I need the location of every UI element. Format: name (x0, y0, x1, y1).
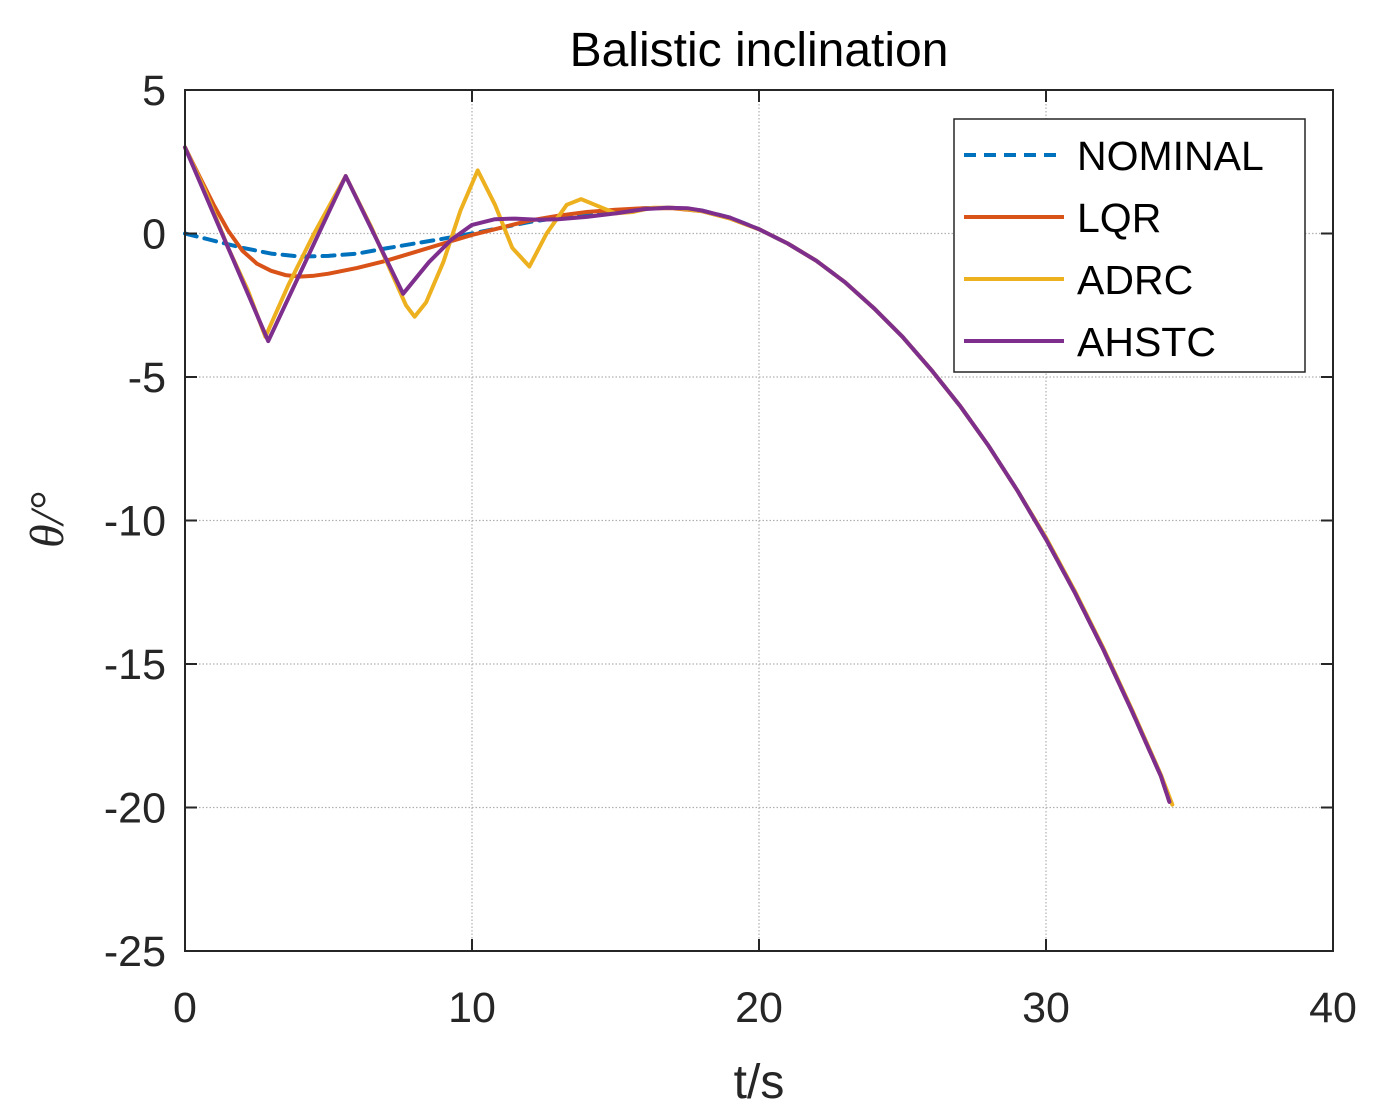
legend-box (953, 118, 1306, 373)
x-tick-label: 20 (735, 984, 783, 1032)
legend-label-lqr: LQR (1077, 195, 1161, 241)
legend: NOMINAL LQR ADRC AHSTC (953, 118, 1306, 373)
x-axis-label: t/s (734, 1056, 785, 1109)
series-line-ahstc (183, 145, 1172, 804)
y-tick-label: -10 (104, 498, 166, 546)
x-tick-label: 40 (1309, 984, 1357, 1032)
y-tick-label: -20 (104, 785, 166, 833)
x-tick-label: 10 (448, 984, 496, 1032)
y-tick-label: -25 (104, 928, 166, 976)
y-tick-label: 5 (142, 67, 166, 115)
legend-label-ahstc: AHSTC (1077, 319, 1216, 365)
y-tick-label: -15 (104, 641, 166, 689)
y-tick-label: 0 (142, 211, 166, 259)
legend-label-adrc: ADRC (1077, 257, 1193, 303)
x-tick-label: 0 (173, 984, 197, 1032)
series-layer (183, 145, 1175, 807)
x-tick-label: 30 (1022, 984, 1070, 1032)
chart-title: Balistic inclination (570, 24, 949, 77)
legend-label-nominal: NOMINAL (1077, 133, 1264, 179)
y-axis-label: θ/° (21, 492, 74, 548)
y-tick-label: -5 (128, 354, 166, 402)
